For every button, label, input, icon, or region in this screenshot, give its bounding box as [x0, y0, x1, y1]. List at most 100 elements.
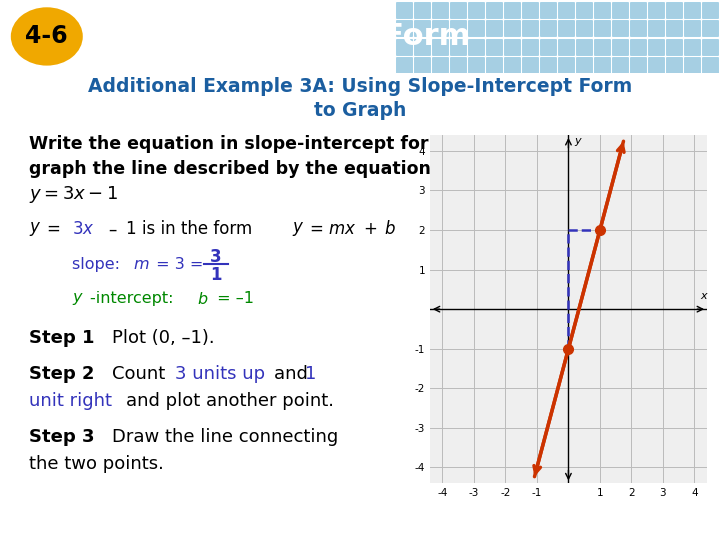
Bar — [648, 39, 664, 55]
Text: Slope-Intercept Form: Slope-Intercept Form — [106, 22, 470, 51]
Text: 3 units up: 3 units up — [175, 365, 265, 383]
Bar — [648, 57, 664, 73]
Bar — [630, 57, 646, 73]
Bar — [684, 39, 700, 55]
Text: Step 3: Step 3 — [29, 428, 94, 446]
Text: 1: 1 — [305, 365, 317, 383]
Bar — [522, 2, 538, 18]
Bar — [558, 21, 574, 36]
Bar — [504, 39, 520, 55]
Text: $b$: $b$ — [197, 291, 208, 307]
Bar — [396, 39, 412, 55]
Bar — [576, 2, 592, 18]
Bar — [432, 2, 448, 18]
Bar — [468, 21, 484, 36]
Bar — [666, 39, 682, 55]
Bar — [612, 57, 628, 73]
Bar — [612, 21, 628, 36]
Text: Additional Example 3A: Using Slope-Intercept Form: Additional Example 3A: Using Slope-Inter… — [88, 77, 632, 96]
Bar — [684, 2, 700, 18]
Bar — [432, 39, 448, 55]
Bar — [702, 21, 718, 36]
Text: unit right: unit right — [29, 392, 112, 410]
Bar — [414, 21, 430, 36]
Bar — [702, 57, 718, 73]
Bar — [648, 21, 664, 36]
Text: 4-6: 4-6 — [25, 24, 68, 49]
Text: $y = 3x - 1$: $y = 3x - 1$ — [29, 184, 118, 205]
Bar — [594, 2, 610, 18]
Text: and plot another point.: and plot another point. — [126, 392, 334, 410]
Text: Holt McDougal Algebra 1: Holt McDougal Algebra 1 — [11, 515, 185, 528]
Text: $b$: $b$ — [384, 220, 395, 239]
Bar — [432, 57, 448, 73]
Bar — [468, 39, 484, 55]
Bar — [522, 57, 538, 73]
Bar — [450, 21, 466, 36]
Bar — [414, 57, 430, 73]
Bar — [540, 57, 556, 73]
Text: $y$: $y$ — [72, 291, 84, 307]
Bar — [504, 2, 520, 18]
Bar — [594, 39, 610, 55]
Text: slope:: slope: — [72, 256, 125, 272]
Bar — [666, 2, 682, 18]
Text: $m$: $m$ — [133, 256, 150, 272]
Bar — [630, 2, 646, 18]
Bar — [468, 2, 484, 18]
Text: and: and — [274, 365, 313, 383]
Bar — [666, 57, 682, 73]
Text: the two points.: the two points. — [29, 455, 163, 472]
Bar — [684, 57, 700, 73]
Bar — [576, 57, 592, 73]
Bar — [432, 21, 448, 36]
Bar — [594, 57, 610, 73]
Bar — [504, 57, 520, 73]
Bar — [576, 21, 592, 36]
Bar — [414, 2, 430, 18]
Bar — [540, 2, 556, 18]
Bar — [540, 39, 556, 55]
Text: Count: Count — [112, 365, 171, 383]
Text: =: = — [47, 220, 66, 239]
Bar — [702, 2, 718, 18]
Text: Copyright © by Holt Mc Dougal. All Rights Reserved.: Copyright © by Holt Mc Dougal. All Right… — [435, 516, 709, 526]
Text: +: + — [364, 220, 377, 239]
Bar — [684, 21, 700, 36]
Bar — [522, 21, 538, 36]
Text: $y$: $y$ — [292, 220, 304, 239]
Text: 1: 1 — [210, 266, 222, 284]
Text: Plot (0, –1).: Plot (0, –1). — [112, 329, 215, 347]
Text: $3x$: $3x$ — [72, 220, 94, 239]
Text: -intercept:: -intercept: — [90, 291, 179, 306]
Bar — [486, 57, 502, 73]
Bar — [468, 57, 484, 73]
Bar — [558, 39, 574, 55]
Text: to Graph: to Graph — [314, 102, 406, 120]
Bar — [630, 39, 646, 55]
Bar — [540, 21, 556, 36]
Bar — [702, 39, 718, 55]
Bar — [612, 2, 628, 18]
Bar — [612, 39, 628, 55]
Text: =: = — [310, 220, 329, 239]
Text: –: – — [108, 220, 117, 239]
Bar — [396, 57, 412, 73]
Bar — [558, 2, 574, 18]
Bar — [396, 21, 412, 36]
Text: $y$: $y$ — [29, 220, 41, 239]
Bar — [648, 2, 664, 18]
Bar — [414, 39, 430, 55]
Text: Step 1: Step 1 — [29, 329, 94, 347]
Bar — [504, 21, 520, 36]
Bar — [396, 2, 412, 18]
Bar — [594, 21, 610, 36]
Bar — [630, 21, 646, 36]
Bar — [486, 39, 502, 55]
Bar — [558, 57, 574, 73]
Text: y: y — [574, 136, 581, 146]
Text: Step 2: Step 2 — [29, 365, 94, 383]
Text: x: x — [701, 291, 707, 301]
Text: graph the line described by the equation.: graph the line described by the equation… — [29, 160, 437, 178]
Text: 3: 3 — [210, 248, 222, 266]
